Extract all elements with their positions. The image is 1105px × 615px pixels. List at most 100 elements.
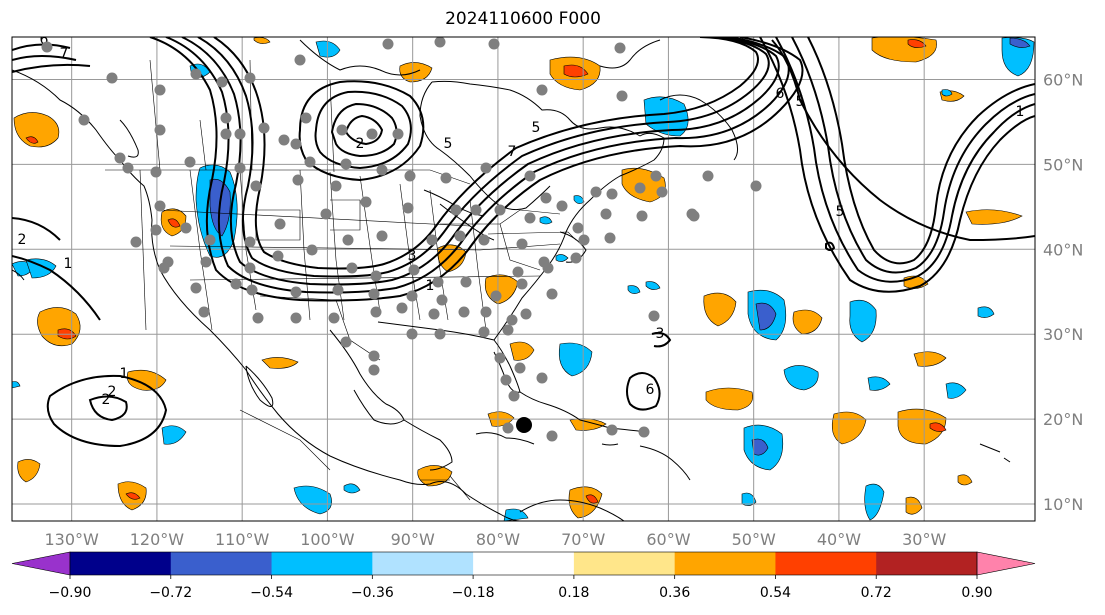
- station-marker: [200, 256, 212, 268]
- station-marker: [500, 374, 512, 386]
- station-marker: [634, 182, 646, 194]
- station-marker: [570, 252, 582, 264]
- longitude-label: 30°W: [902, 530, 946, 549]
- longitude-label: 70°W: [561, 530, 605, 549]
- station-marker: [392, 128, 404, 140]
- station-marker: [502, 422, 514, 434]
- anomaly-negative: [849, 299, 877, 343]
- station-marker: [512, 266, 524, 278]
- station-marker: [648, 310, 660, 322]
- station-marker: [404, 170, 416, 182]
- latitude-label: 20°N: [1043, 410, 1083, 429]
- station-marker: [606, 424, 618, 436]
- station-marker: [290, 138, 302, 150]
- station-marker: [536, 372, 548, 384]
- station-marker: [346, 262, 358, 274]
- anomaly-negative: [751, 438, 769, 456]
- colorbar-segment: [775, 552, 877, 575]
- station-marker: [638, 426, 650, 438]
- colorbar-extend-low: [11, 551, 71, 576]
- longitude-label: 110°W: [215, 530, 270, 549]
- anomaly-positive: [965, 209, 1023, 225]
- station-marker: [78, 114, 90, 126]
- latitude-label: 30°N: [1043, 325, 1083, 344]
- station-marker: [230, 278, 242, 290]
- contour-label: 1: [1016, 104, 1025, 120]
- anomaly-positive: [568, 486, 603, 519]
- station-marker: [402, 202, 414, 214]
- contour-label: 2: [108, 384, 117, 400]
- station-marker: [340, 336, 352, 348]
- anomaly-positive: [563, 64, 589, 78]
- colorbar-tick-label: −0.18: [452, 585, 495, 601]
- station-marker: [542, 262, 554, 274]
- longitude-label: 120°W: [130, 530, 185, 549]
- station-marker: [434, 328, 446, 340]
- colorbar-segment: [674, 552, 776, 575]
- station-marker: [204, 234, 216, 246]
- station-marker: [336, 124, 348, 136]
- station-marker: [440, 172, 452, 184]
- station-marker: [368, 288, 380, 300]
- station-marker: [600, 208, 612, 220]
- station-marker: [490, 290, 502, 302]
- station-marker: [184, 156, 196, 168]
- station-marker: [220, 112, 232, 124]
- station-marker: [480, 162, 492, 174]
- anomaly-negative: [864, 483, 885, 521]
- anomaly-negative: [555, 254, 569, 262]
- station-marker: [366, 128, 378, 140]
- station-marker: [368, 350, 380, 362]
- station-marker: [514, 362, 526, 374]
- station-marker: [114, 152, 126, 164]
- station-marker: [278, 134, 290, 146]
- anomaly-positive: [261, 357, 299, 369]
- station-marker: [290, 286, 302, 298]
- colorbar: −0.90 −0.72 −0.54 −0.36 −0.18 0.18 0.36 0.54 0.7…: [11, 551, 1036, 601]
- grid-lines: [12, 37, 1035, 521]
- longitude-label: 50°W: [732, 530, 776, 549]
- longitude-label: 60°W: [646, 530, 690, 549]
- latitude-label: 60°N: [1043, 70, 1083, 89]
- map-title: 2024110600 F000: [445, 9, 601, 29]
- station-marker: [376, 230, 388, 242]
- station-marker: [244, 262, 256, 274]
- anomaly-positive: [17, 459, 41, 483]
- station-marker: [458, 306, 470, 318]
- station-marker: [434, 37, 446, 48]
- anomaly-negative: [343, 483, 361, 494]
- anomaly-positive: [25, 136, 39, 144]
- station-marker: [300, 112, 312, 124]
- anomaly-negative: [315, 40, 341, 58]
- anomaly-negative: [539, 216, 553, 225]
- anomaly-positive: [905, 496, 923, 515]
- longitude-label: 130°W: [44, 530, 99, 549]
- station-marker: [408, 264, 420, 276]
- map-frame: [11, 36, 1036, 522]
- station-marker: [370, 306, 382, 318]
- station-marker: [368, 364, 380, 376]
- station-marker: [330, 180, 342, 192]
- latitude-label: 10°N: [1043, 495, 1083, 514]
- station-marker: [292, 174, 304, 186]
- station-marker: [154, 124, 166, 136]
- colorbar-tick-label: −0.36: [351, 585, 394, 601]
- contour-label: 5: [444, 136, 453, 152]
- station-marker: [488, 38, 500, 50]
- station-marker: [520, 308, 532, 320]
- contour-label: 1: [426, 278, 435, 294]
- colorbar-segment: [70, 552, 172, 575]
- station-marker: [150, 224, 162, 236]
- station-marker: [250, 180, 262, 192]
- station-marker: [480, 306, 492, 318]
- station-marker: [606, 188, 618, 200]
- station-marker: [506, 314, 518, 326]
- colorbar-tick-label: 0.18: [558, 585, 589, 601]
- colorbar-segment: [473, 552, 575, 575]
- anomaly-negative: [161, 425, 187, 445]
- feature-marker: [516, 417, 532, 433]
- station-marker: [688, 210, 700, 222]
- station-marker: [332, 284, 344, 296]
